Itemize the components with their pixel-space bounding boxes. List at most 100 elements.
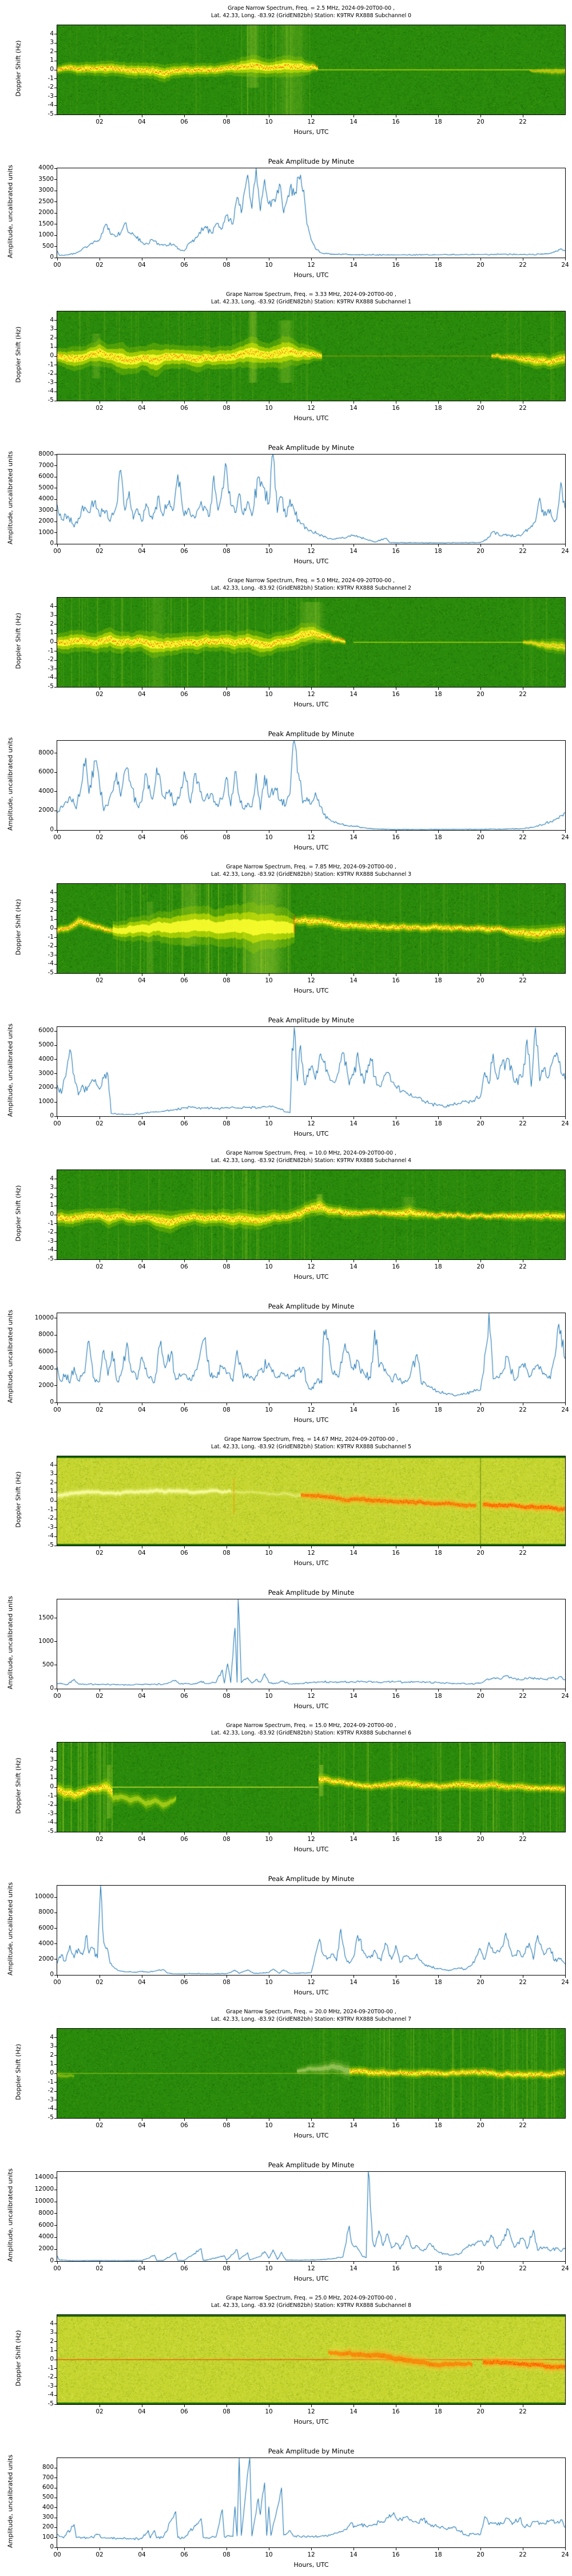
hours-utc-axis-label: Hours, UTC xyxy=(293,128,329,136)
x-tick-mark xyxy=(480,688,481,690)
x-tick-mark xyxy=(480,2119,481,2121)
x-tick-mark xyxy=(438,1689,439,1692)
y-tick-mark xyxy=(54,606,57,607)
x-tick-mark xyxy=(184,1403,185,1405)
amplitude-canvas xyxy=(57,455,565,544)
y-tick-label: 8000 xyxy=(38,1909,54,1916)
x-tick-mark xyxy=(353,1689,354,1692)
y-tick-label: 1 xyxy=(50,57,54,64)
y-tick-label: 4000 xyxy=(38,1365,54,1372)
y-tick-label: -5 xyxy=(47,2114,54,2121)
hours-utc-axis-label: Hours, UTC xyxy=(293,1130,329,1137)
y-tick-mark xyxy=(54,235,57,236)
x-tick-label: 20 xyxy=(476,405,484,412)
y-tick-mark xyxy=(54,1045,57,1046)
y-tick-label: -5 xyxy=(47,683,54,690)
amplitude-canvas xyxy=(57,2458,565,2547)
y-tick-mark xyxy=(54,1334,57,1336)
y-tick-label: 4 xyxy=(50,602,54,610)
y-tick-label: 4 xyxy=(50,888,54,896)
x-tick-mark xyxy=(438,2262,439,2264)
y-tick-mark xyxy=(54,1259,57,1260)
x-tick-mark xyxy=(480,1832,481,1835)
x-tick-label: 04 xyxy=(138,548,146,555)
y-tick-mark xyxy=(54,1943,57,1945)
y-tick-mark xyxy=(54,1777,57,1779)
spectrogram-panel: Grape Narrow Spectrum, Freq. = 15.0 MHz,… xyxy=(0,1717,572,1860)
x-tick-label: 02 xyxy=(96,2122,104,2129)
hours-utc-axis-label: Hours, UTC xyxy=(293,844,329,851)
x-tick-label: 24 xyxy=(561,2551,569,2558)
spectrogram-title-line1: Grape Narrow Spectrum, Freq. = 14.67 MHz… xyxy=(224,1436,398,1443)
y-tick-label: -5 xyxy=(47,2400,54,2407)
x-tick-label: 16 xyxy=(392,2265,400,2272)
x-tick-label: 14 xyxy=(349,2265,357,2272)
x-tick-mark xyxy=(184,258,185,260)
y-tick-mark xyxy=(54,2547,57,2548)
x-tick-label: 06 xyxy=(180,2551,188,2558)
spectrogram-panel: Grape Narrow Spectrum, Freq. = 10.0 MHz,… xyxy=(0,1145,572,1288)
y-tick-label: 2 xyxy=(50,906,54,914)
x-tick-label: 16 xyxy=(392,262,400,268)
amplitude-axis-label: Amplitude, uncalibrated units xyxy=(6,1882,14,1976)
spectrogram-panel: Grape Narrow Spectrum, Freq. = 3.33 MHz,… xyxy=(0,286,572,429)
x-tick-label: 06 xyxy=(180,1263,188,1270)
spectrogram-panel: Grape Narrow Spectrum, Freq. = 14.67 MHz… xyxy=(0,1431,572,1574)
y-tick-label: -4 xyxy=(47,1819,54,1826)
y-tick-mark xyxy=(54,96,57,97)
y-tick-label: -1 xyxy=(47,647,54,654)
spectrogram-canvas xyxy=(57,1170,565,1259)
x-tick-label: 12 xyxy=(307,1263,315,1270)
x-tick-label: 18 xyxy=(434,2265,442,2272)
y-tick-label: 1500 xyxy=(38,1614,54,1621)
x-tick-mark xyxy=(184,1117,185,1119)
x-tick-mark xyxy=(353,2548,354,2550)
x-tick-label: 18 xyxy=(434,1550,442,1556)
x-tick-label: 22 xyxy=(519,262,527,268)
y-tick-label: 0 xyxy=(50,1971,54,1978)
spectrogram-canvas xyxy=(57,2315,565,2404)
y-tick-mark xyxy=(54,105,57,106)
x-tick-label: 04 xyxy=(138,691,146,698)
spectrogram-title-line2: Lat. 42.33, Long. -83.92 (GridEN82bh) St… xyxy=(211,1444,411,1450)
y-tick-label: 2 xyxy=(50,334,54,341)
x-tick-label: 00 xyxy=(53,1979,61,1986)
x-tick-label: 18 xyxy=(434,977,442,984)
x-tick-label: 18 xyxy=(434,1263,442,1270)
y-tick-label: 4000 xyxy=(38,495,54,502)
x-tick-mark xyxy=(565,544,566,547)
spectrogram-canvas xyxy=(57,884,565,973)
y-tick-mark xyxy=(54,532,57,533)
x-tick-label: 00 xyxy=(53,1693,61,1700)
y-tick-label: -2 xyxy=(47,370,54,377)
y-tick-label: -4 xyxy=(47,960,54,967)
x-tick-mark xyxy=(480,2405,481,2407)
y-tick-mark xyxy=(54,624,57,625)
x-tick-label: 12 xyxy=(307,548,315,555)
y-tick-mark xyxy=(54,2537,57,2538)
y-tick-label: -5 xyxy=(47,110,54,117)
y-tick-label: 0 xyxy=(50,2257,54,2264)
amplitude-title: Peak Amplitude by Minute xyxy=(268,1875,355,1883)
x-tick-label: 20 xyxy=(476,1263,484,1270)
y-tick-mark xyxy=(54,633,57,634)
y-tick-label: -3 xyxy=(47,2096,54,2103)
x-tick-label: 06 xyxy=(180,834,188,841)
x-tick-mark xyxy=(438,1117,439,1119)
x-tick-label: 16 xyxy=(392,1550,400,1556)
y-tick-mark xyxy=(54,1073,57,1074)
y-tick-mark xyxy=(54,2213,57,2214)
x-tick-label: 00 xyxy=(53,1120,61,1127)
x-tick-label: 20 xyxy=(476,1550,484,1556)
y-tick-label: 3 xyxy=(50,325,54,333)
x-tick-label: 18 xyxy=(434,2551,442,2558)
x-tick-mark xyxy=(438,688,439,690)
x-tick-label: 06 xyxy=(180,118,188,125)
x-tick-label: 14 xyxy=(349,2551,357,2558)
y-tick-label: 3000 xyxy=(38,187,54,193)
x-tick-label: 04 xyxy=(138,405,146,412)
x-tick-label: 24 xyxy=(561,834,569,841)
x-tick-label: 20 xyxy=(476,2408,484,2415)
y-tick-mark xyxy=(54,1059,57,1060)
spectrogram-title-line2: Lat. 42.33, Long. -83.92 (GridEN82bh) St… xyxy=(211,13,411,19)
